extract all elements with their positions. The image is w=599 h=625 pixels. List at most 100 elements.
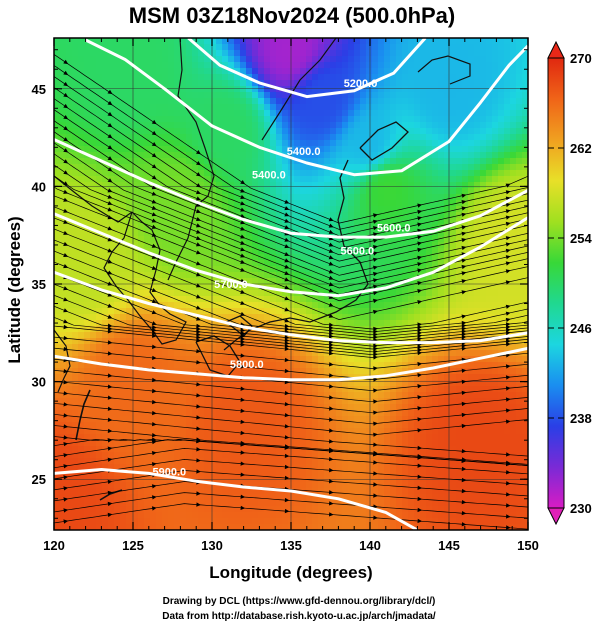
heat-cell [432, 260, 439, 267]
heat-cell [276, 188, 283, 195]
heat-cell [102, 296, 109, 303]
heat-cell [336, 152, 343, 159]
heat-cell [456, 236, 463, 243]
heat-cell [84, 320, 91, 327]
heat-cell [312, 74, 319, 81]
heat-cell [168, 260, 175, 267]
heat-cell [258, 266, 265, 273]
heat-cell [390, 164, 397, 171]
heat-cell [444, 272, 451, 279]
heat-cell [390, 326, 397, 333]
heat-cell [114, 302, 121, 309]
heat-cell [318, 242, 325, 249]
heat-cell [156, 308, 163, 315]
heat-cell [510, 140, 517, 147]
heat-cell [72, 272, 79, 279]
heat-cell [180, 224, 187, 231]
heat-cell [96, 326, 103, 333]
heat-cell [246, 188, 253, 195]
heat-cell [396, 254, 403, 261]
heat-cell [186, 170, 193, 177]
heat-cell [396, 362, 403, 369]
heat-cell [252, 224, 259, 231]
heat-cell [384, 176, 391, 183]
heat-cell [222, 50, 229, 57]
heat-cell [318, 302, 325, 309]
heat-cell [108, 146, 115, 153]
heat-cell [486, 260, 493, 267]
heat-cell [150, 116, 157, 123]
heat-cell [78, 116, 85, 123]
heat-cell [372, 248, 379, 255]
heat-cell [492, 182, 499, 189]
heat-cell [372, 182, 379, 189]
heat-cell [408, 260, 415, 267]
heat-cell [186, 164, 193, 171]
heat-cell [192, 38, 199, 45]
heat-cell [498, 332, 505, 339]
heat-cell [426, 56, 433, 63]
heat-cell [126, 368, 133, 375]
heat-cell [198, 56, 205, 63]
heat-cell [246, 116, 253, 123]
heat-cell [480, 248, 487, 255]
heat-cell [180, 404, 187, 411]
heat-cell [120, 92, 127, 99]
heat-cell [516, 308, 523, 315]
heat-cell [282, 386, 289, 393]
heat-cell [252, 74, 259, 81]
heat-cell [96, 392, 103, 399]
heat-cell [510, 38, 517, 45]
heat-cell [408, 398, 415, 405]
heat-cell [414, 194, 421, 201]
heat-cell [276, 386, 283, 393]
heat-cell [492, 332, 499, 339]
heat-cell [114, 122, 121, 129]
heat-cell [90, 86, 97, 93]
heat-cell [228, 86, 235, 93]
heat-cell [108, 344, 115, 351]
heat-cell [84, 158, 91, 165]
heat-cell [426, 272, 433, 279]
heat-cell [246, 236, 253, 243]
heat-cell [450, 296, 457, 303]
heat-cell [210, 212, 217, 219]
heat-cell [156, 56, 163, 63]
heat-cell [180, 350, 187, 357]
heat-cell [108, 386, 115, 393]
heat-cell [306, 104, 313, 111]
heat-cell [264, 308, 271, 315]
heat-cell [330, 158, 337, 165]
heat-cell [432, 62, 439, 69]
heat-cell [222, 38, 229, 45]
heat-cell [342, 122, 349, 129]
heat-cell [498, 344, 505, 351]
heat-cell [114, 314, 121, 321]
heat-cell [264, 68, 271, 75]
heat-cell [522, 332, 528, 339]
heat-cell [516, 374, 523, 381]
heat-cell [66, 404, 73, 411]
heat-cell [66, 80, 73, 87]
heat-cell [516, 56, 523, 63]
heat-cell [378, 62, 385, 69]
heat-cell [270, 182, 277, 189]
heat-cell [282, 182, 289, 189]
heat-cell [126, 362, 133, 369]
heat-cell [396, 272, 403, 279]
heat-cell [126, 80, 133, 87]
heat-cell [198, 140, 205, 147]
heat-cell [330, 74, 337, 81]
heat-cell [66, 170, 73, 177]
heat-cell [228, 380, 235, 387]
heat-cell [426, 260, 433, 267]
heat-cell [216, 80, 223, 87]
heat-cell [384, 104, 391, 111]
heat-cell [228, 104, 235, 111]
heat-cell [180, 278, 187, 285]
heat-cell [420, 242, 427, 249]
heat-cell [360, 230, 367, 237]
heat-cell [240, 128, 247, 135]
heat-cell [282, 128, 289, 135]
heat-cell [450, 236, 457, 243]
